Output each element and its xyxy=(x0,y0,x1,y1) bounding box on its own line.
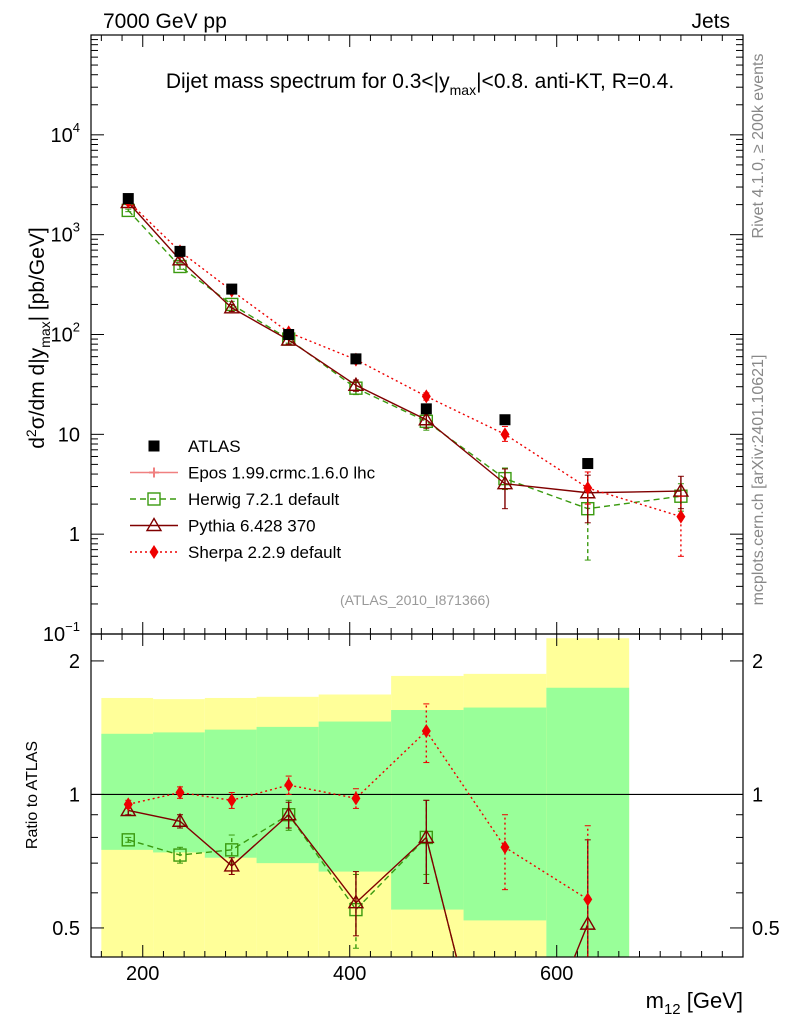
legend-entry-sherpa: Sherpa 2.2.9 default xyxy=(130,543,341,562)
main-point-atlas xyxy=(283,329,295,340)
legend-entry-pythia: Pythia 6.428 370 xyxy=(130,517,316,536)
ratio-point-pythia xyxy=(171,812,189,827)
ratio-line-sherpa xyxy=(128,729,589,900)
main-point-pythia xyxy=(171,251,189,266)
y-tick-label: 104 xyxy=(51,120,80,147)
main-point-pythia xyxy=(347,376,365,391)
ratio-y-tick-label: 0.5 xyxy=(52,918,80,940)
ratio-point-pythia xyxy=(223,857,240,872)
ratio-point-sherpa xyxy=(123,797,133,812)
main-point-pythia xyxy=(418,411,435,426)
ratio-point-pythia xyxy=(347,894,365,909)
y-tick-label: 10 xyxy=(58,424,80,446)
x-axis-label: m12 [GeV] xyxy=(646,988,743,1018)
header-energy: 7000 GeV pp xyxy=(103,10,227,33)
ratio-point-sherpa xyxy=(284,778,294,793)
ratio-point-pythia xyxy=(467,1019,481,1024)
ratio-point-pythia xyxy=(120,802,137,817)
y-tick-label: 10−1 xyxy=(43,619,80,646)
legend-label-herwig: Herwig 7.2.1 default xyxy=(188,490,339,509)
y-axis-label-ratio: Ratio to ATLAS xyxy=(24,741,41,849)
band-inner xyxy=(204,729,257,858)
analysis-watermark: (ATLAS_2010_I871366) xyxy=(340,592,490,608)
y-tick-label: 1 xyxy=(69,524,80,546)
legend-label-pythia: Pythia 6.428 370 xyxy=(188,517,316,536)
main-point-sherpa xyxy=(676,509,686,524)
ratio-point-sherpa xyxy=(175,785,185,800)
y-axis-label-main: d2σ/dm d|ymax| [pb/GeV] xyxy=(23,227,53,449)
main-point-atlas xyxy=(582,458,594,470)
ratio-point-sherpa xyxy=(500,840,510,855)
ratio-plot-frame xyxy=(90,633,744,958)
main-point-pythia xyxy=(496,475,514,490)
ratio-point-herwig xyxy=(173,848,187,862)
main-point-atlas xyxy=(174,245,186,257)
ratio-point-pythia xyxy=(280,806,297,821)
ratio-point-herwig xyxy=(468,1020,480,1024)
legend-marker-sherpa xyxy=(149,545,159,559)
ratio-point-sherpa xyxy=(351,791,361,806)
ratio-point-sherpa xyxy=(583,892,593,907)
legend-label-atlas: ATLAS xyxy=(188,437,241,456)
legend-entry-herwig: Herwig 7.2.1 default xyxy=(130,490,339,509)
main-series-atlas xyxy=(122,193,594,470)
ratio-point-sherpa xyxy=(227,793,237,808)
mcplots-label: mcplots.cern.ch [arXiv:2401.10621] xyxy=(750,355,767,606)
ratio-y-tick-label-right: 1 xyxy=(752,784,763,806)
legend-label-epos: Epos 1.99.crmc.1.6.0 lhc xyxy=(188,464,376,483)
ratio-y-tick-label: 2 xyxy=(69,651,80,673)
main-point-atlas xyxy=(122,193,134,205)
ratio-series-sherpa xyxy=(123,703,593,957)
ratio-point-herwig xyxy=(121,833,135,847)
legend-marker-atlas xyxy=(148,440,160,452)
x-tick-label: 600 xyxy=(540,963,573,985)
legend-entry-atlas: ATLAS xyxy=(148,437,241,456)
ratio-point-pythia xyxy=(539,1019,553,1024)
chart-title: Dijet mass spectrum for 0.3<|ymax|<0.8. … xyxy=(166,70,674,98)
ratio-point-sherpa xyxy=(421,724,431,739)
y-tick-label: 102 xyxy=(51,320,80,347)
y-tick-label: 103 xyxy=(51,220,80,247)
main-point-pythia xyxy=(223,299,240,314)
ratio-y-tick-label-right: 0.5 xyxy=(752,918,780,940)
main-point-atlas xyxy=(226,283,238,295)
band-inner xyxy=(463,707,547,921)
legend-label-sherpa: Sherpa 2.2.9 default xyxy=(188,543,341,562)
x-tick-label: 200 xyxy=(126,963,159,985)
legend-entry-epos: Epos 1.99.crmc.1.6.0 lhc xyxy=(130,464,376,483)
band-inner xyxy=(101,733,154,850)
rivet-version-label: Rivet 4.1.0, ≥ 200k events xyxy=(750,54,767,239)
ratio-point-herwig xyxy=(225,843,239,857)
main-point-atlas xyxy=(499,414,511,426)
main-point-sherpa xyxy=(500,427,510,442)
band-inner xyxy=(391,710,464,910)
main-point-atlas xyxy=(350,353,362,365)
legend-marker-epos xyxy=(149,467,159,478)
main-point-atlas xyxy=(420,403,432,415)
main-point-sherpa xyxy=(421,389,431,404)
ratio-y-tick-label: 1 xyxy=(69,784,80,806)
main-point-sherpa xyxy=(583,481,593,496)
legend-marker-herwig xyxy=(147,492,161,506)
ratio-y-tick-label-right: 2 xyxy=(752,651,763,673)
legend-marker-pythia xyxy=(145,517,163,532)
x-tick-label: 400 xyxy=(333,963,366,985)
header-process: Jets xyxy=(691,10,730,33)
ratio-point-pythia xyxy=(418,829,435,844)
